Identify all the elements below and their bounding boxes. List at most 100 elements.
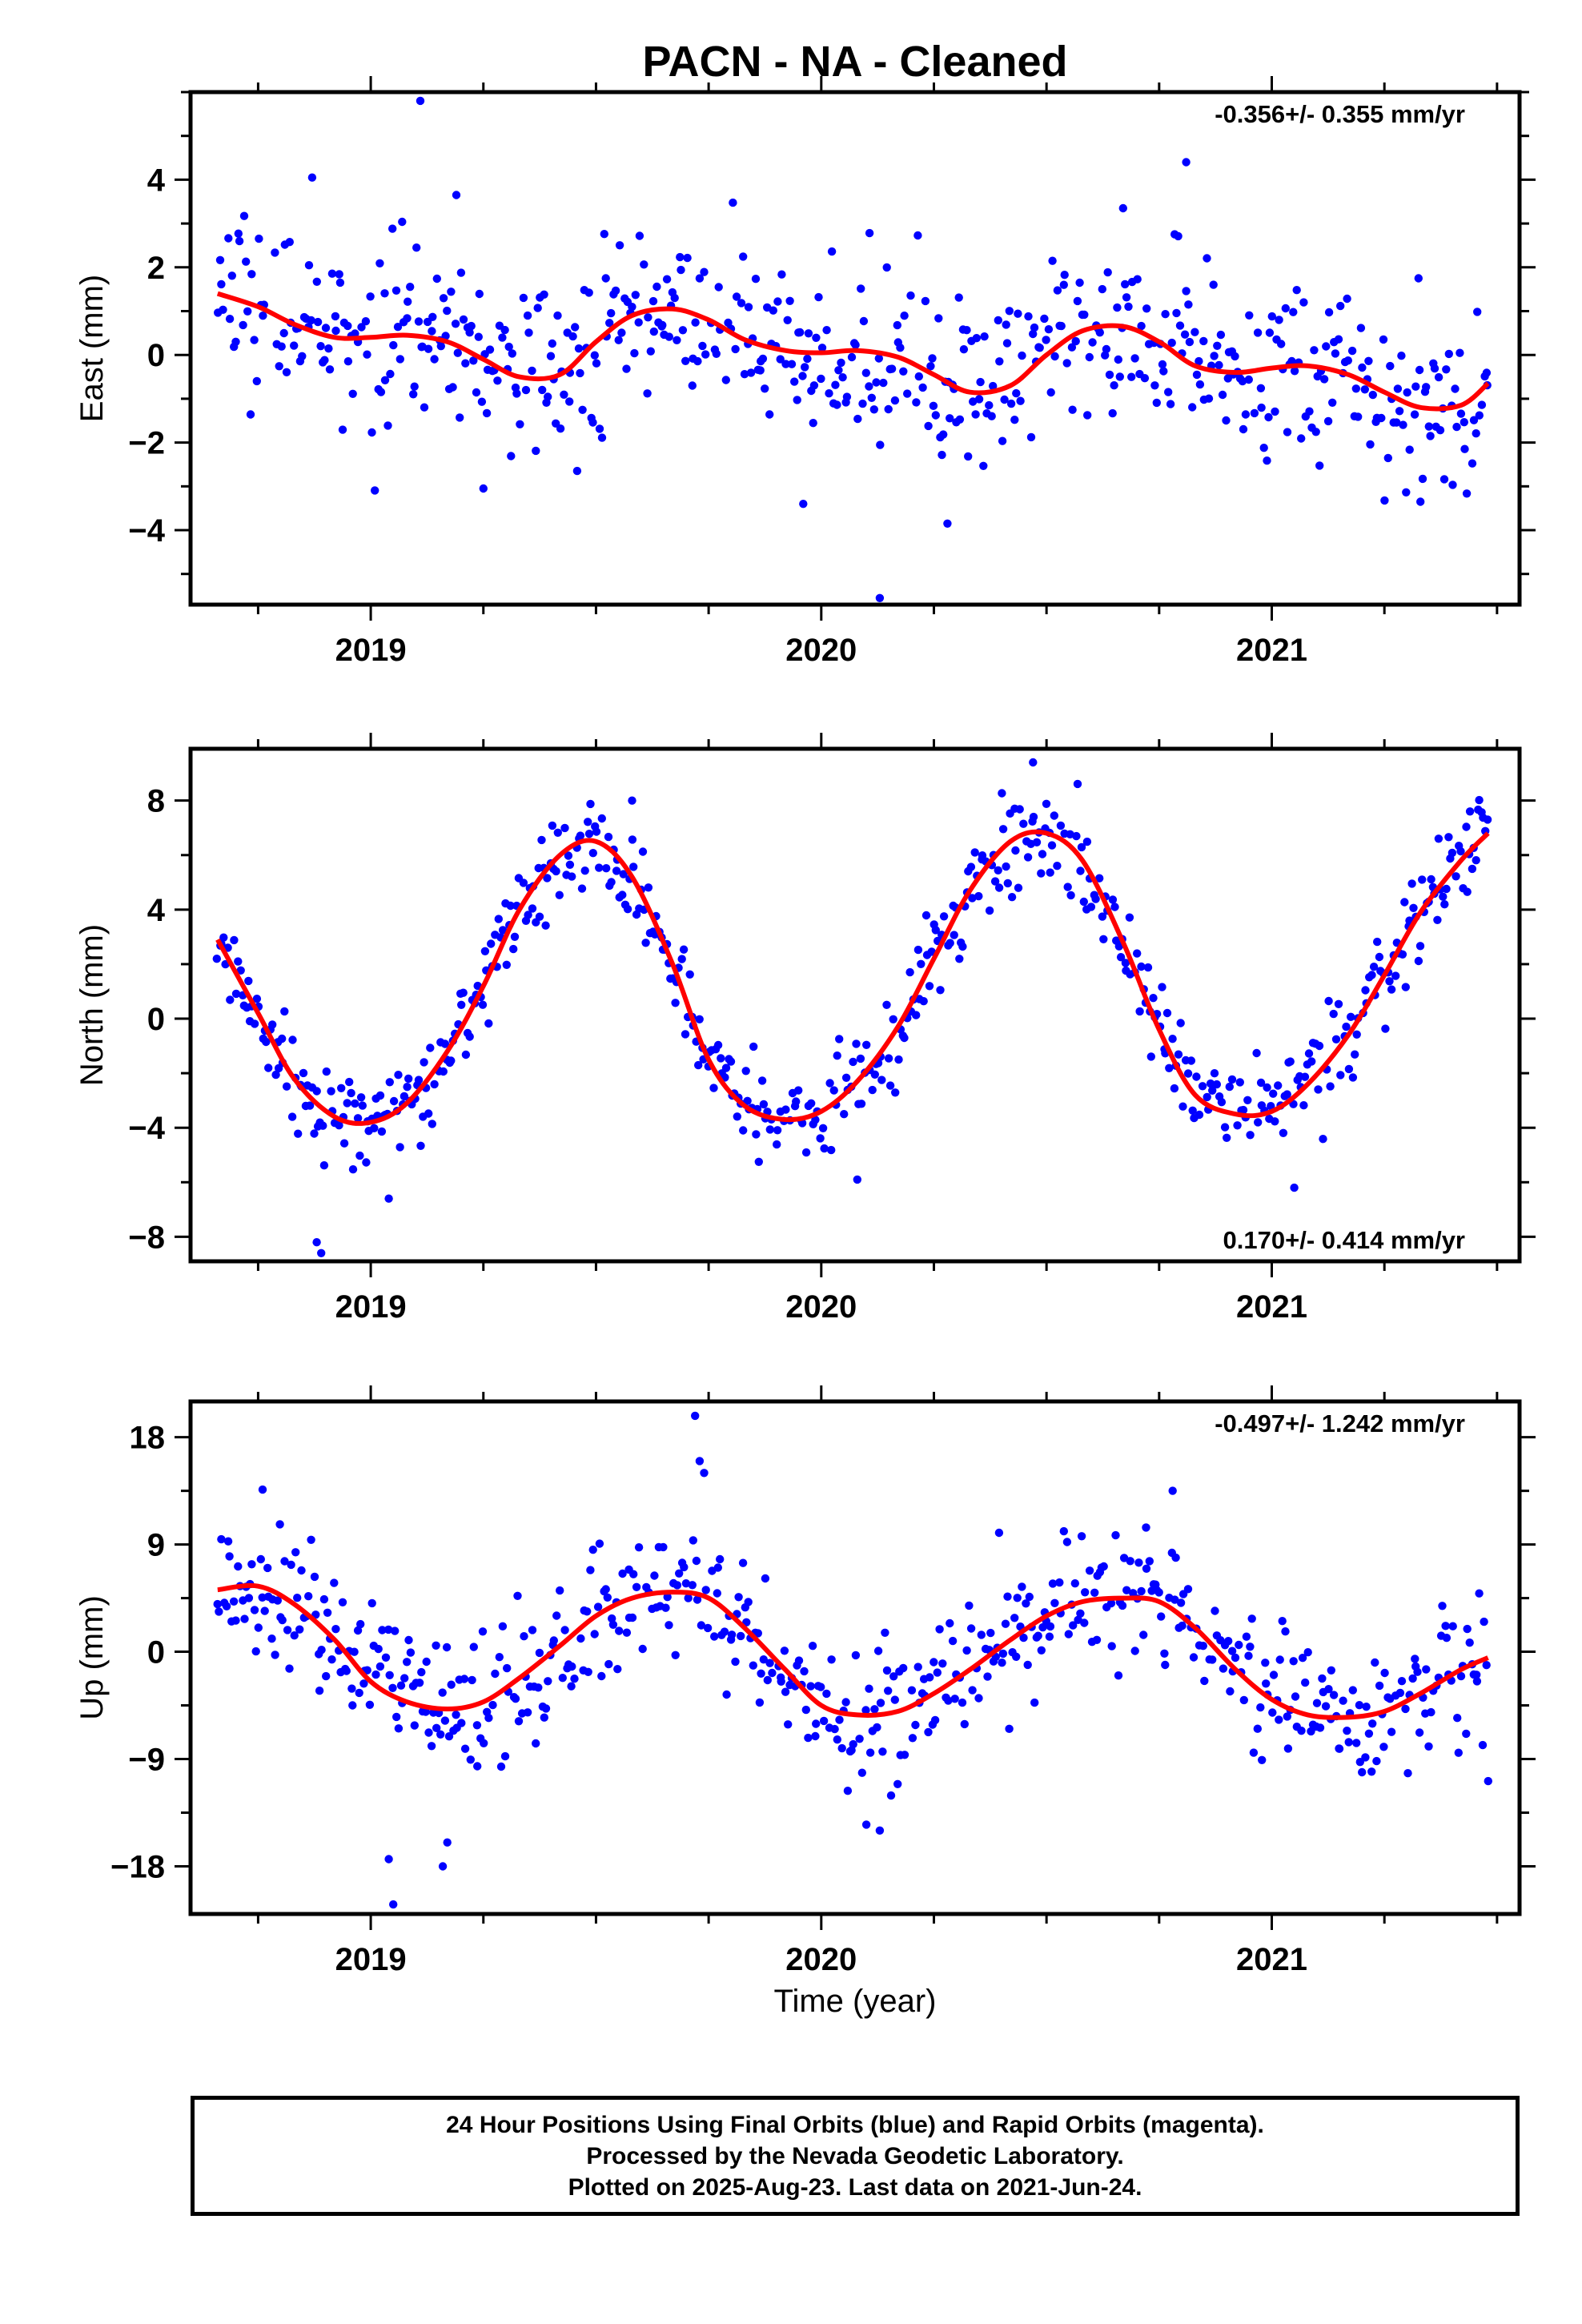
data-point <box>400 1674 409 1683</box>
data-point <box>990 877 1000 886</box>
data-point <box>1038 850 1047 858</box>
data-point <box>914 372 924 381</box>
data-point <box>478 1000 488 1009</box>
data-point <box>1235 1078 1245 1087</box>
data-point <box>1361 986 1370 995</box>
data-point <box>523 311 532 320</box>
data-point <box>383 421 392 430</box>
data-point <box>404 1635 413 1645</box>
data-point <box>1364 1729 1374 1738</box>
data-point <box>1326 1082 1335 1091</box>
data-point <box>830 1724 839 1734</box>
data-point <box>962 1646 971 1655</box>
data-point <box>893 320 902 330</box>
data-point <box>285 238 294 247</box>
data-point <box>597 433 607 442</box>
data-point <box>356 1093 366 1102</box>
data-point <box>549 1636 558 1645</box>
data-point <box>1403 388 1411 397</box>
data-point <box>927 947 936 956</box>
data-point <box>469 356 478 365</box>
data-point <box>304 1592 313 1601</box>
data-point <box>998 1649 1008 1659</box>
data-point <box>448 383 457 392</box>
x-axis-label: Time (year) <box>774 1984 937 2019</box>
data-point <box>493 376 502 385</box>
data-point <box>987 412 996 420</box>
data-point <box>1102 344 1111 354</box>
data-point <box>287 1560 295 1570</box>
data-point <box>544 1677 552 1686</box>
data-point <box>351 329 359 338</box>
data-point <box>773 1140 781 1149</box>
data-point <box>252 376 261 386</box>
data-point <box>1256 1703 1265 1712</box>
data-point <box>1126 1557 1134 1566</box>
data-point <box>1379 1743 1388 1751</box>
data-point <box>512 389 521 398</box>
y-tick-label: 0 <box>147 338 165 373</box>
data-point <box>275 362 283 371</box>
data-point <box>752 1130 761 1139</box>
data-point <box>739 1126 748 1135</box>
data-point <box>628 1613 637 1622</box>
data-point <box>428 327 436 336</box>
data-point <box>1442 1634 1452 1642</box>
data-point <box>977 1630 986 1639</box>
outlier-point <box>317 1248 326 1258</box>
data-point <box>378 1626 387 1634</box>
data-point <box>966 1624 976 1633</box>
data-point <box>1475 411 1484 420</box>
outlier-point <box>875 1826 885 1835</box>
data-point <box>851 1651 861 1660</box>
data-point <box>677 265 685 275</box>
data-point <box>1015 805 1024 814</box>
data-point <box>1095 874 1104 883</box>
data-point <box>1114 355 1123 364</box>
data-point <box>1380 496 1389 505</box>
data-point <box>1050 1598 1059 1608</box>
data-point <box>1265 328 1275 337</box>
data-point <box>903 389 912 398</box>
data-point <box>780 1647 789 1655</box>
data-point <box>521 385 531 395</box>
data-point <box>1048 1579 1058 1588</box>
data-point <box>893 1779 902 1788</box>
data-point <box>1254 1118 1263 1127</box>
data-point <box>231 989 241 999</box>
data-point <box>319 1161 329 1170</box>
data-point <box>503 1663 512 1673</box>
data-point <box>504 342 513 352</box>
data-point <box>1352 1030 1361 1039</box>
data-point <box>1355 1701 1364 1710</box>
data-point <box>1397 352 1406 360</box>
data-point <box>757 1076 767 1085</box>
data-point <box>1324 1685 1333 1694</box>
data-point <box>1348 1686 1358 1695</box>
data-point <box>1402 488 1411 497</box>
data-point <box>1414 956 1423 966</box>
data-point <box>1391 971 1400 980</box>
scatter-series <box>213 1411 1493 1909</box>
data-point <box>1182 287 1191 296</box>
data-point <box>1427 1707 1435 1717</box>
data-point <box>673 1581 682 1590</box>
data-point <box>1029 812 1038 822</box>
data-point <box>537 835 546 845</box>
data-point <box>882 263 891 272</box>
data-point <box>853 414 862 424</box>
data-point <box>675 1569 684 1578</box>
data-point <box>865 1748 875 1757</box>
data-point <box>1019 819 1028 828</box>
data-point <box>1304 1049 1314 1058</box>
data-point <box>213 1599 222 1609</box>
x-tick-label: 2020 <box>785 1942 857 1977</box>
data-point <box>1278 1617 1287 1626</box>
data-point <box>588 849 597 858</box>
data-point <box>495 1653 504 1662</box>
data-point <box>607 308 616 318</box>
data-point <box>671 999 680 1007</box>
data-point <box>603 1593 612 1602</box>
data-point <box>865 228 874 238</box>
data-point <box>1107 1642 1116 1651</box>
